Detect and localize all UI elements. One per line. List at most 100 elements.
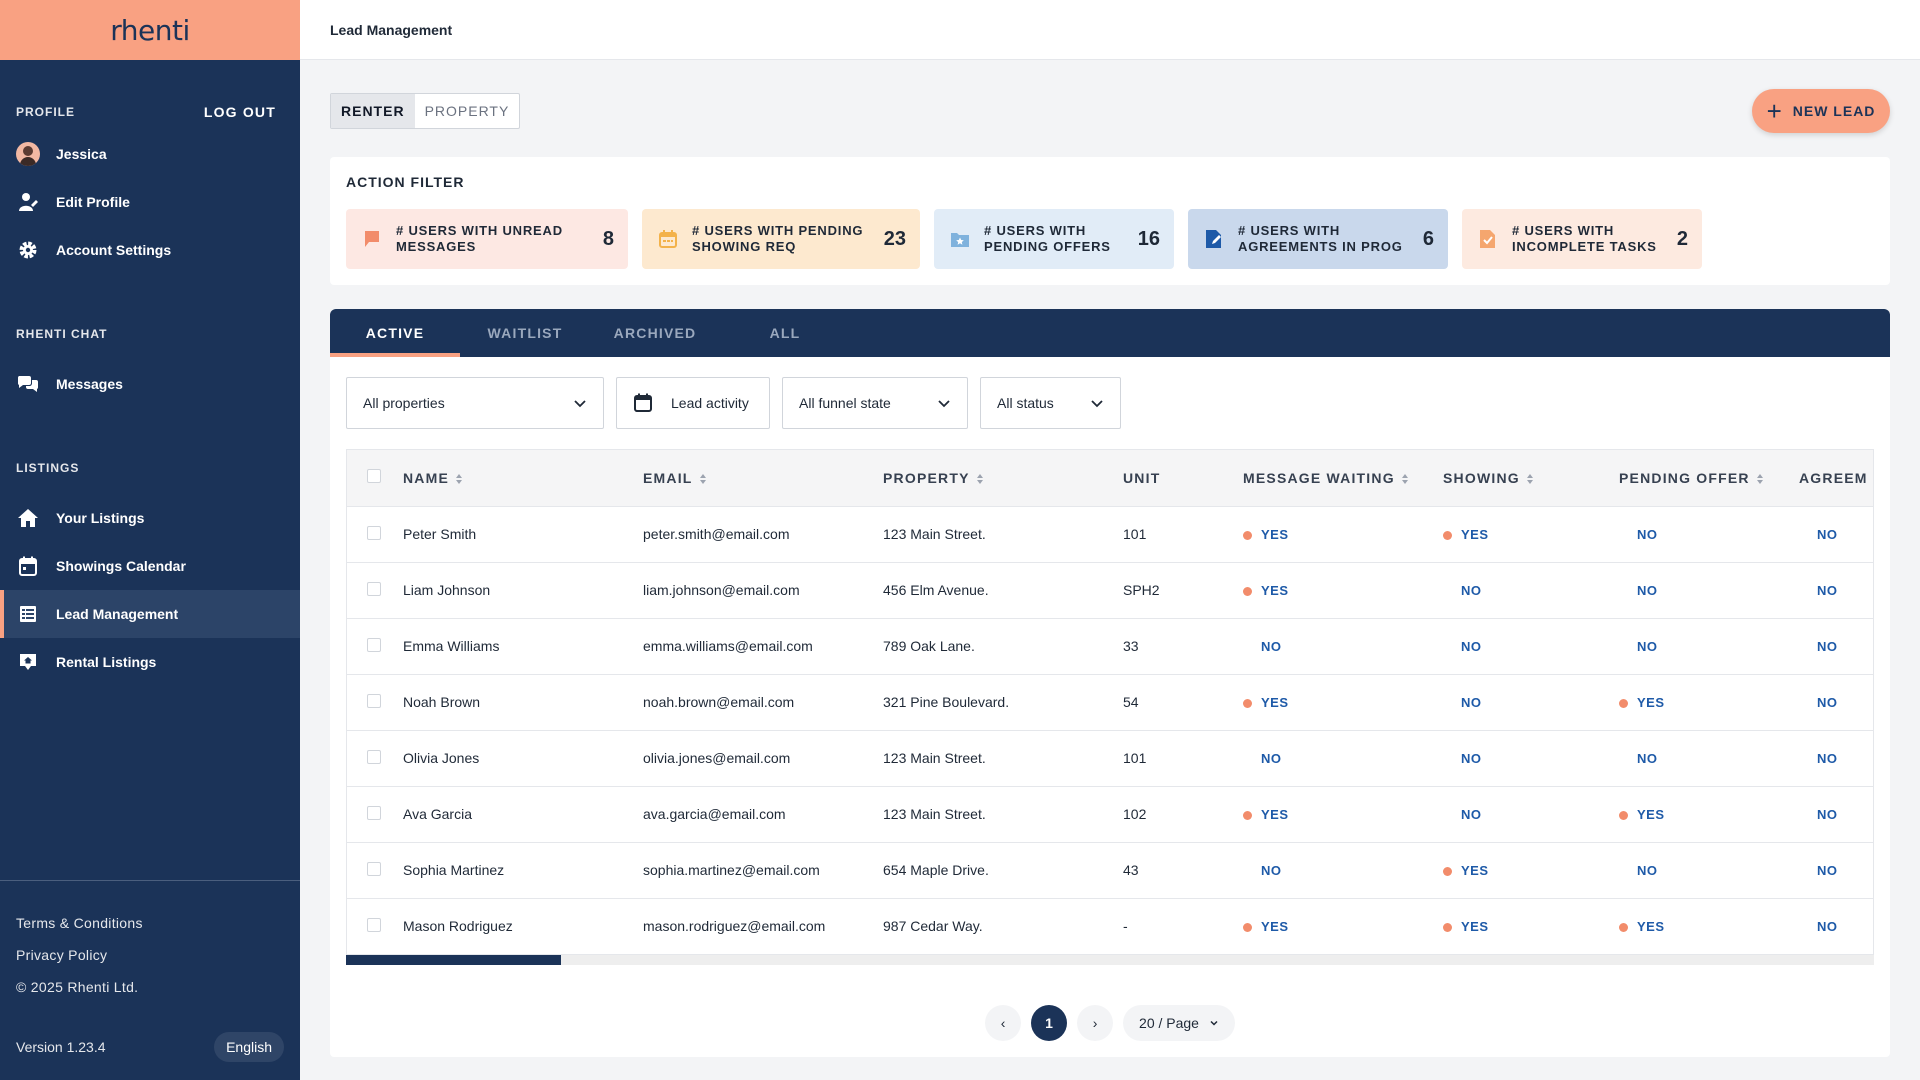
showing-cell: NO [1443,730,1619,787]
yes-indicator-dot [1443,922,1452,932]
tab-waitlist[interactable]: WAITLIST [487,325,563,341]
sidebar-item-label: Messages [56,376,123,392]
column-agreement[interactable]: AGREEM [1799,450,1873,507]
filter-tile-pending-showing[interactable]: # USERS WITH PENDING SHOWING REQ 23 [642,209,920,269]
yes-no-value: NO [1261,639,1282,654]
tab-active[interactable]: ACTIVE [330,309,460,357]
rhenti-logo[interactable]: rhenti [110,13,190,47]
star-folder-icon [950,229,970,249]
sidebar-item-lead-management[interactable]: Lead Management [0,590,300,638]
name-cell: Peter Smith [403,506,643,563]
yes-indicator-dot [1619,810,1628,820]
column-message-waiting[interactable]: MESSAGE WAITING [1243,450,1443,507]
next-page-button[interactable]: › [1077,1005,1114,1041]
sidebar-item-rental-listings[interactable]: Rental Listings [0,638,300,686]
sidebar-item-your-listings[interactable]: Your Listings [0,494,300,542]
property-cell: 123 Main Street. [883,730,1123,787]
table-row[interactable]: Ava Garcia ava.garcia@email.com 123 Main S… [347,786,1873,843]
tile-label: # USERS WITH PENDING OFFERS [984,223,1111,254]
prev-page-button[interactable]: ‹ [985,1005,1022,1041]
sort-icon [1401,474,1408,485]
filter-tile-incomplete-tasks[interactable]: # USERS WITH INCOMPLETE TASKS 2 [1462,209,1702,269]
sidebar-item-label: Account Settings [56,242,172,258]
tile-count: 23 [883,227,906,250]
tile-label: # USERS WITH UNREAD MESSAGES [396,223,563,254]
table-row[interactable]: Sophia Martinez sophia.martinez@email.com… [347,842,1873,899]
property-cell: 321 Pine Boulevard. [883,674,1123,731]
sidebar-item-jessica[interactable]: Jessica [0,130,300,178]
rental-pin-icon [16,650,40,674]
select-all-checkbox[interactable] [367,469,381,484]
email-cell: olivia.jones@email.com [643,730,883,787]
column-name[interactable]: NAME [403,450,643,507]
message-waiting-cell: YES [1243,562,1443,619]
name-cell: Olivia Jones [403,730,643,787]
row-checkbox[interactable] [367,917,381,932]
yes-no-value: YES [1637,695,1665,710]
sort-icon [976,474,983,485]
page-size-select[interactable]: 20 / Page [1123,1005,1235,1041]
row-checkbox[interactable] [367,581,381,596]
calendar-icon [658,229,678,249]
tile-count: 8 [602,227,614,250]
renter-property-toggle: RENTER PROPERTY [330,93,521,129]
column-email[interactable]: EMAIL [643,450,883,507]
sidebar-item-account-settings[interactable]: Account Settings [0,226,300,274]
funnel-state-select[interactable]: All funnel state [782,377,968,429]
page-1-button[interactable]: 1 [1031,1005,1068,1041]
toggle-renter[interactable]: RENTER [331,94,415,128]
scrollbar-thumb[interactable] [346,955,561,965]
sidebar-item-showings-calendar[interactable]: Showings Calendar [0,542,300,590]
status-select[interactable]: All status [980,377,1121,429]
sidebar-item-label: Your Listings [56,510,145,526]
property-cell: 654 Maple Drive. [883,842,1123,899]
leads-table-container: NAME EMAIL PROPERTY UNIT MESSAGE WAITING… [346,449,1874,965]
yes-no-value: NO [1261,863,1282,878]
sidebar-item-edit-profile[interactable]: Edit Profile [0,178,300,226]
privacy-link[interactable]: Privacy Policy [16,947,108,963]
table-row[interactable]: Noah Brown noah.brown@email.com 321 Pine B… [347,674,1873,731]
yes-no-value: NO [1637,863,1658,878]
column-showing[interactable]: SHOWING [1443,450,1619,507]
sidebar-item-messages[interactable]: Messages [0,360,300,408]
filter-tile-pending-offers[interactable]: # USERS WITH PENDING OFFERS 16 [934,209,1174,269]
chat-section-header: RHENTI CHAT [0,324,300,344]
filter-tile-agreements[interactable]: # USERS WITH AGREEMENTS IN PROG 6 [1188,209,1448,269]
funnel-state-value: All funnel state [799,395,891,411]
pending-offer-cell: YES [1619,674,1799,731]
horizontal-scrollbar[interactable] [346,955,1874,965]
action-filter-title: ACTION FILTER [346,174,465,190]
row-checkbox[interactable] [367,861,381,876]
logout-button[interactable]: LOG OUT [203,104,276,120]
filter-tile-unread-messages[interactable]: # USERS WITH UNREAD MESSAGES 8 [346,209,628,269]
brand-header: rhenti [0,0,300,60]
language-selector[interactable]: English [214,1032,284,1062]
yes-no-value: NO [1261,751,1282,766]
agreement-cell: NO [1799,506,1873,563]
column-pending-offer[interactable]: PENDING OFFER [1619,450,1799,507]
table-row[interactable]: Liam Johnson liam.johnson@email.com 456 El… [347,562,1873,619]
row-checkbox[interactable] [367,525,381,540]
new-lead-button[interactable]: + NEW LEAD [1752,89,1890,133]
lead-activity-picker[interactable]: Lead activity [616,377,770,429]
row-checkbox[interactable] [367,805,381,820]
yes-no-value: NO [1637,639,1658,654]
table-row[interactable]: Peter Smith peter.smith@email.com 123 Main… [347,506,1873,563]
agreement-cell: NO [1799,898,1873,955]
name-cell: Ava Garcia [403,786,643,843]
table-row[interactable]: Emma Williams emma.williams@email.com 789 … [347,618,1873,675]
sidebar-footer: Terms & Conditions Privacy Policy © 2025… [0,880,300,1007]
column-property[interactable]: PROPERTY [883,450,1123,507]
row-checkbox[interactable] [367,637,381,652]
tab-all[interactable]: ALL [769,325,801,341]
row-checkbox[interactable] [367,749,381,764]
yes-indicator-dot [1443,866,1452,876]
table-row[interactable]: Olivia Jones olivia.jones@email.com 123 Ma… [347,730,1873,787]
tab-archived[interactable]: ARCHIVED [613,325,697,341]
toggle-property[interactable]: PROPERTY [424,103,510,119]
row-checkbox[interactable] [367,693,381,708]
terms-link[interactable]: Terms & Conditions [16,915,143,931]
avatar [16,142,40,166]
table-row[interactable]: Mason Rodriguez mason.rodriguez@email.com… [347,898,1873,955]
properties-select[interactable]: All properties [346,377,604,429]
